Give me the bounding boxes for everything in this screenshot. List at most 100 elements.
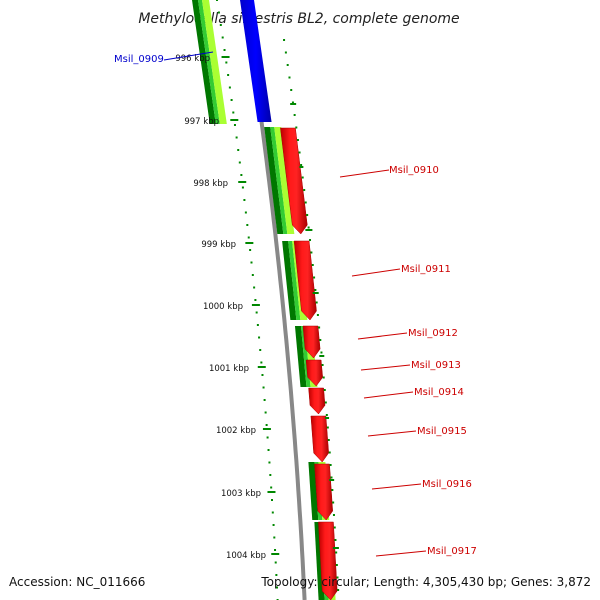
gene-leader-line bbox=[371, 483, 422, 490]
minor-tick-dot bbox=[241, 186, 244, 189]
gc-bar-dark bbox=[308, 462, 319, 520]
cds-arrow bbox=[280, 127, 308, 235]
minor-tick-dot bbox=[258, 336, 261, 339]
minor-tick-dot bbox=[250, 261, 253, 264]
gene-leader-line bbox=[360, 364, 411, 371]
minor-tick-dot bbox=[263, 399, 266, 401]
gene-label-msil-0909[interactable]: Msil_0909 bbox=[114, 54, 164, 65]
gc-track-dot bbox=[318, 326, 321, 329]
gc-track-dot bbox=[283, 39, 286, 41]
minor-tick-dot bbox=[240, 174, 243, 176]
gc-track-dot bbox=[293, 114, 296, 116]
tick-label: 999 kbp bbox=[201, 240, 236, 250]
gc-track-dot bbox=[306, 214, 309, 216]
gc-track-dot bbox=[322, 376, 325, 379]
gc-bar-light bbox=[202, 0, 227, 124]
minor-tick-dot bbox=[274, 549, 277, 551]
gc-track-dot bbox=[284, 51, 287, 54]
minor-tick-dot bbox=[232, 111, 235, 114]
minor-tick-dot bbox=[261, 374, 264, 376]
accession-label: Accession: NC_011666 bbox=[9, 575, 146, 589]
minor-tick-dot bbox=[223, 49, 226, 51]
gene-leader-line bbox=[363, 391, 414, 399]
minor-tick-dot bbox=[254, 299, 257, 301]
gene-label-msil-0917[interactable]: Msil_0917 bbox=[427, 546, 477, 557]
tick-label: 1002 kbp bbox=[216, 426, 256, 436]
gc-track-dot bbox=[332, 514, 335, 516]
gc-track-dot bbox=[296, 139, 299, 141]
gene-labels: Msil_0909 Msil_0910 Msil_0911 Msil_0912 … bbox=[114, 51, 477, 557]
gc-track-dot bbox=[295, 126, 298, 129]
gc-track-dot bbox=[325, 414, 328, 416]
gc-track-dot bbox=[328, 451, 331, 454]
minor-tick-dot bbox=[275, 574, 278, 576]
minor-tick-dot bbox=[275, 586, 278, 589]
gc-bar-light bbox=[274, 127, 295, 234]
minor-tick-dot bbox=[247, 236, 250, 239]
tick-label: 1004 kbp bbox=[226, 551, 266, 561]
minor-tick-dot bbox=[267, 449, 270, 451]
gc-track-dot bbox=[313, 276, 316, 279]
minor-tick-dot bbox=[272, 524, 275, 526]
minor-tick-dot bbox=[243, 199, 246, 201]
gc-track-dot bbox=[319, 339, 322, 341]
gene-leader-line bbox=[163, 51, 214, 61]
minor-tick-dot bbox=[269, 474, 272, 476]
minor-tick-dot bbox=[217, 11, 220, 14]
minor-tick-dot bbox=[246, 224, 249, 226]
minor-tick-dot bbox=[249, 249, 252, 251]
gene-label-msil-0914[interactable]: Msil_0914 bbox=[414, 387, 464, 398]
gc-bar-dark bbox=[294, 326, 307, 387]
minor-tick-dot bbox=[251, 274, 254, 276]
gene-label-msil-0916[interactable]: Msil_0916 bbox=[422, 479, 472, 490]
gc-track-dot bbox=[314, 289, 317, 291]
gc-track-dot bbox=[321, 364, 324, 366]
minor-tick-dot bbox=[253, 286, 256, 289]
gc-track-dot bbox=[330, 476, 333, 479]
minor-tick-dot bbox=[274, 561, 277, 564]
gene-label-msil-0913[interactable]: Msil_0913 bbox=[411, 360, 461, 371]
gc-track-dot bbox=[304, 201, 307, 204]
gene-label-msil-0915[interactable]: Msil_0915 bbox=[417, 426, 467, 437]
gc-track-dot bbox=[311, 264, 314, 266]
gene-label-msil-0911[interactable]: Msil_0911 bbox=[401, 264, 451, 275]
minor-tick-dot bbox=[216, 0, 218, 1]
gc-track-dot bbox=[335, 564, 338, 566]
gc-track-dot bbox=[316, 314, 319, 316]
cds-arrow bbox=[308, 387, 326, 415]
minor-tick-dot bbox=[244, 211, 247, 214]
minor-tick-dot bbox=[230, 99, 233, 101]
minor-tick-dot bbox=[233, 124, 236, 126]
gc-bar-mid bbox=[288, 241, 301, 320]
gc-track-dot bbox=[323, 389, 326, 391]
blast-hit-block bbox=[240, 0, 272, 122]
minor-tick-dot bbox=[260, 361, 263, 364]
gc-track-dot bbox=[326, 426, 329, 429]
cds-arrow bbox=[314, 463, 333, 521]
gc-bar-dark bbox=[264, 127, 284, 234]
minor-tick-dot bbox=[266, 436, 269, 439]
gene-label-msil-0910[interactable]: Msil_0910 bbox=[389, 165, 439, 176]
cds-arrow bbox=[305, 359, 323, 387]
minor-tick-dot bbox=[271, 499, 273, 501]
gc-track-dot bbox=[334, 539, 337, 541]
map-title: Methylocella silvestris BL2, complete ge… bbox=[138, 11, 459, 27]
gc-track-dot bbox=[309, 239, 312, 241]
gc-track-dot bbox=[300, 164, 303, 166]
minor-tick-dot bbox=[221, 36, 224, 39]
tick-label: 1001 kbp bbox=[209, 364, 249, 374]
gene-label-msil-0912[interactable]: Msil_0912 bbox=[408, 328, 458, 339]
minor-tick-dot bbox=[264, 411, 267, 414]
minor-tick-dot bbox=[225, 61, 228, 64]
gc-track-dot bbox=[291, 101, 294, 104]
tick-label: 997 kbp bbox=[184, 117, 219, 127]
cds-arrow bbox=[318, 521, 338, 600]
gc-track-dot bbox=[286, 64, 289, 66]
minor-tick-dot bbox=[262, 386, 265, 389]
gc-track-dot bbox=[327, 439, 330, 441]
gc-track-dot bbox=[337, 589, 340, 591]
gc-track-dot bbox=[307, 226, 310, 229]
minor-tick-dot bbox=[256, 324, 259, 326]
gc-track-dot bbox=[333, 526, 336, 529]
